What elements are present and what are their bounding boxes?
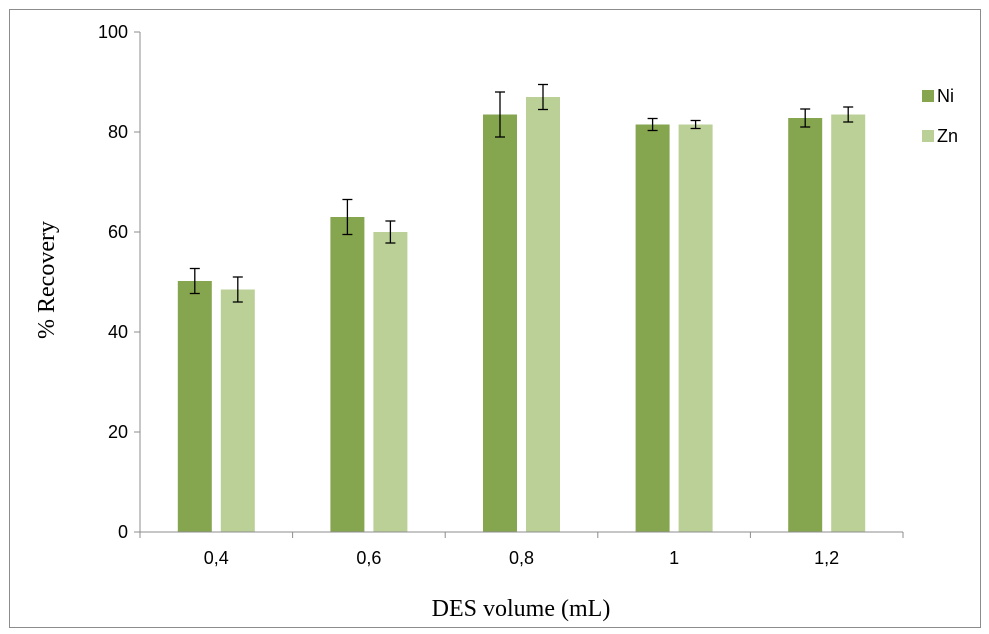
error-bars-layer xyxy=(189,83,854,303)
bars-layer xyxy=(177,97,866,532)
x-tick-label: 1 xyxy=(669,548,679,568)
y-ticks: 0 20 40 60 80 100 xyxy=(98,22,140,542)
x-ticks: 0,4 0,6 0,8 1 1,2 xyxy=(139,532,904,568)
y-tick-label: 100 xyxy=(98,22,128,42)
y-tick-label: 0 xyxy=(118,522,128,542)
bar-ni xyxy=(483,114,517,532)
bar-zn xyxy=(678,124,713,532)
bar-ni xyxy=(330,217,365,532)
bar-zn xyxy=(373,232,408,532)
y-tick-label: 40 xyxy=(108,322,128,342)
y-tick-label: 20 xyxy=(108,422,128,442)
axes-layer xyxy=(139,32,903,533)
y-tick-label: 80 xyxy=(108,122,128,142)
bar-zn xyxy=(220,289,255,532)
x-tick-label: 0,4 xyxy=(204,548,229,568)
bar-ni xyxy=(635,124,670,532)
bar-ni xyxy=(177,281,212,532)
legend-label-zn: Zn xyxy=(937,126,958,146)
x-axis-title: DES volume (mL) xyxy=(432,596,611,622)
legend-swatch-zn xyxy=(922,130,934,142)
y-axis-title: % Recovery xyxy=(34,221,60,339)
bar-zn xyxy=(526,97,560,532)
legend-swatch-ni xyxy=(922,90,934,102)
legend-label-ni: Ni xyxy=(937,86,954,106)
bar-ni xyxy=(788,118,823,532)
x-tick-label: 0,8 xyxy=(509,548,534,568)
legend: Ni Zn xyxy=(922,86,958,146)
x-tick-label: 1,2 xyxy=(814,548,839,568)
y-tick-label: 60 xyxy=(108,222,128,242)
x-tick-label: 0,6 xyxy=(356,548,381,568)
bar-zn xyxy=(831,114,866,532)
